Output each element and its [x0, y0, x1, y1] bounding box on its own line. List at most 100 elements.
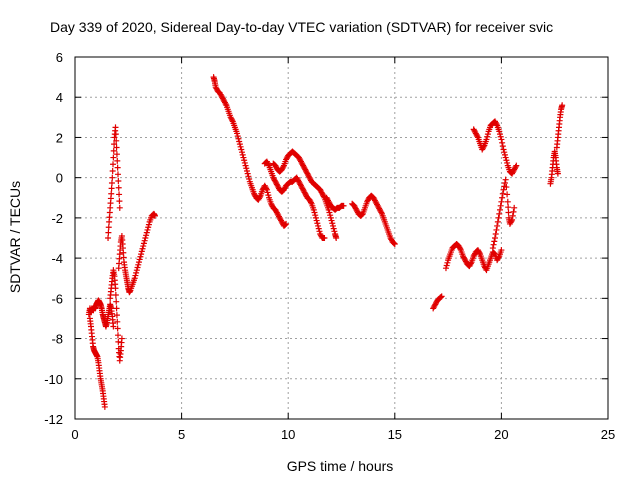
data-point [327, 212, 334, 219]
data-point [501, 149, 508, 156]
x-tick-label: 25 [601, 427, 615, 442]
data-point [443, 262, 450, 269]
data-point [329, 220, 336, 227]
data-segment [442, 241, 505, 274]
data-point [116, 191, 123, 198]
data-point [508, 218, 515, 225]
data-point [238, 146, 245, 153]
data-point [137, 253, 144, 260]
data-point [139, 245, 146, 252]
plot-frame [74, 56, 609, 420]
data-point [145, 221, 152, 228]
data-point [511, 204, 518, 211]
data-point [500, 146, 507, 153]
data-point [108, 180, 115, 187]
x-tick-label: 20 [494, 427, 508, 442]
data-point [114, 171, 121, 178]
data-point [467, 260, 474, 267]
data-segment [349, 192, 398, 248]
data-point [116, 204, 123, 211]
data-point [110, 323, 117, 330]
data-point [313, 217, 320, 224]
data-point [498, 247, 505, 254]
data-point [241, 157, 248, 164]
data-point [498, 198, 505, 205]
data-point [489, 245, 496, 252]
data-point [559, 102, 566, 109]
data-point [138, 251, 145, 258]
data-point [554, 170, 561, 177]
data-point [143, 229, 150, 236]
data-point [311, 209, 318, 216]
data-point [109, 174, 116, 181]
data-point [109, 167, 116, 174]
data-segment [261, 158, 328, 241]
data-point [222, 100, 229, 107]
data-point [140, 240, 147, 247]
data-point [491, 238, 498, 245]
data-point [495, 214, 502, 221]
data-point [444, 259, 451, 266]
data-point [504, 198, 511, 205]
data-point [505, 204, 512, 211]
data-point [312, 214, 319, 221]
data-segment [115, 210, 158, 296]
data-point [245, 173, 252, 180]
data-point [110, 154, 117, 161]
data-point [310, 206, 317, 213]
y-tick-label: 6 [56, 50, 63, 65]
data-point [328, 217, 335, 224]
data-point [437, 293, 444, 300]
data-point [108, 190, 115, 197]
data-point [114, 318, 121, 325]
x-axis-label: GPS time / hours [287, 458, 394, 474]
data-point [234, 133, 241, 140]
data-point [115, 178, 122, 185]
data-point [105, 229, 112, 236]
data-point [243, 167, 250, 174]
data-point [497, 202, 504, 209]
y-tick-label: -10 [44, 372, 63, 387]
data-point [132, 272, 139, 279]
data-point [131, 275, 138, 282]
data-point [105, 235, 112, 241]
data-point [246, 176, 253, 183]
data-point [229, 117, 236, 124]
data-point [330, 225, 337, 232]
data-point [490, 241, 497, 248]
data-point [114, 157, 121, 164]
data-point [312, 212, 319, 219]
data-point [499, 139, 506, 146]
data-point [474, 133, 481, 140]
data-point [115, 184, 122, 191]
data-point [510, 208, 517, 215]
data-point [314, 220, 321, 227]
data-point [113, 305, 120, 312]
plot-grid [75, 57, 608, 419]
data-point [496, 210, 503, 217]
data-point [499, 190, 506, 197]
y-axis-label: SDTVAR / TECUs [7, 181, 23, 293]
data-point [326, 209, 333, 216]
data-segment [107, 267, 125, 364]
data-point [280, 163, 287, 170]
data-point [236, 141, 243, 148]
data-point [264, 189, 271, 196]
data-point [329, 222, 336, 229]
data-point [504, 159, 511, 166]
data-point [141, 237, 148, 244]
data-point [151, 212, 158, 219]
data-point [497, 133, 504, 140]
data-segment [553, 102, 566, 151]
data-point [265, 192, 272, 199]
data-point [492, 235, 499, 241]
data-point [236, 138, 243, 145]
data-point [499, 194, 506, 201]
data-point [494, 222, 501, 229]
data-point [133, 267, 140, 274]
data-point [234, 130, 241, 137]
data-point [496, 206, 503, 213]
data-point [509, 216, 516, 223]
data-point [112, 285, 119, 292]
